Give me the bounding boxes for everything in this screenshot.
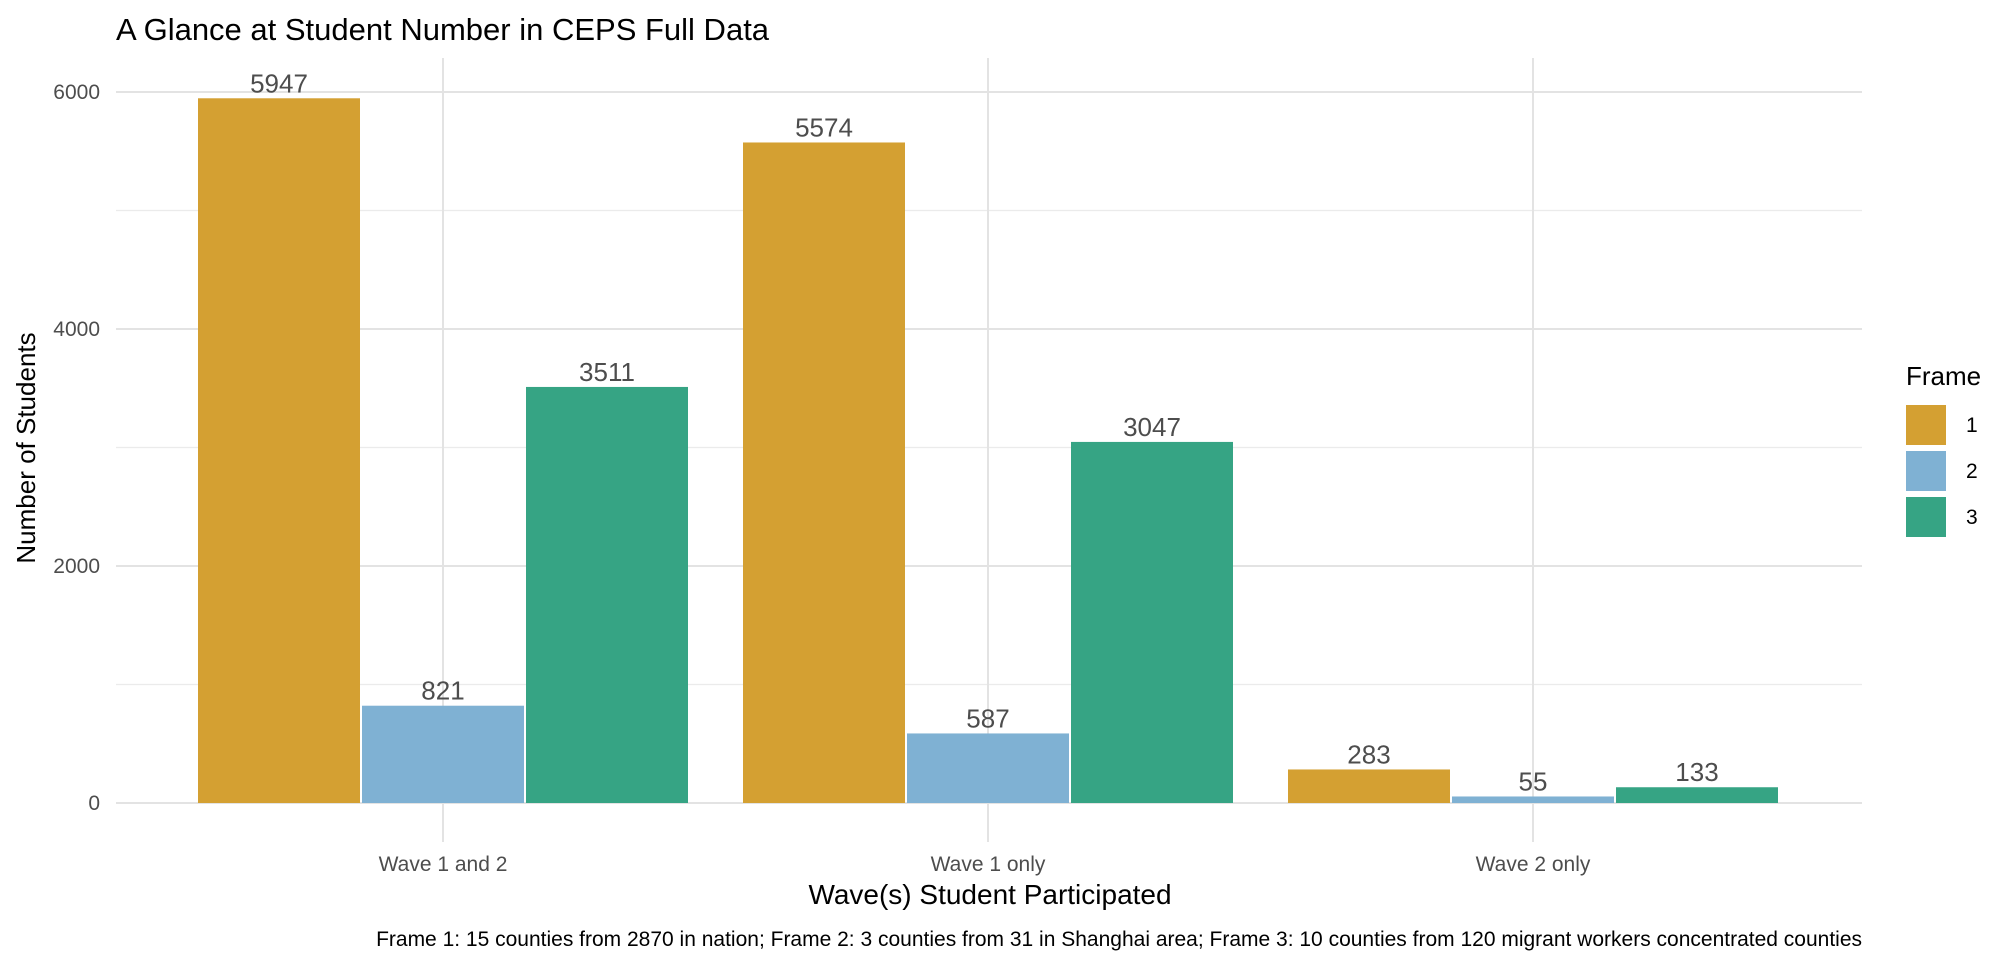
data-labels-group: 5947 821 3511 5574 587 3047 283 55 133 bbox=[250, 68, 1719, 796]
data-label: 5947 bbox=[250, 68, 308, 98]
data-label: 133 bbox=[1675, 757, 1718, 787]
bar bbox=[1288, 769, 1450, 803]
x-tick-label: Wave 1 and 2 bbox=[379, 853, 508, 876]
x-tick-label: Wave 1 only bbox=[931, 853, 1046, 876]
chart-title: A Glance at Student Number in CEPS Full … bbox=[116, 12, 770, 47]
legend-key bbox=[1906, 405, 1946, 445]
bar bbox=[362, 705, 524, 803]
data-label: 283 bbox=[1347, 739, 1390, 769]
y-tick-label: 6000 bbox=[53, 81, 100, 104]
data-label: 3047 bbox=[1123, 412, 1181, 442]
chart-caption: Frame 1: 15 counties from 2870 in nation… bbox=[376, 928, 1862, 951]
data-label: 821 bbox=[421, 676, 464, 706]
legend-label: 1 bbox=[1966, 414, 1978, 437]
data-label: 55 bbox=[1519, 766, 1548, 796]
axis-group: 0 2000 4000 6000 Wave 1 and 2 Wave 1 only Wave… bbox=[53, 81, 1591, 876]
data-label: 587 bbox=[966, 703, 1009, 733]
y-tick-label: 2000 bbox=[53, 555, 100, 578]
data-label: 5574 bbox=[795, 112, 853, 142]
bar bbox=[743, 142, 905, 803]
bar bbox=[907, 733, 1069, 803]
bar bbox=[1616, 787, 1778, 803]
legend-title: Frame bbox=[1906, 361, 1981, 391]
x-tick-label: Wave 2 only bbox=[1476, 853, 1591, 876]
bar bbox=[1071, 441, 1233, 803]
y-tick-label: 4000 bbox=[53, 318, 100, 341]
x-axis-title: Wave(s) Student Participated bbox=[808, 879, 1171, 910]
legend-key bbox=[1906, 497, 1946, 537]
bar bbox=[198, 98, 360, 803]
bars-group bbox=[198, 98, 1778, 803]
bar bbox=[1452, 796, 1614, 803]
legend-label: 2 bbox=[1966, 460, 1978, 483]
legend-key bbox=[1906, 451, 1946, 491]
y-axis-title: Number of Students bbox=[11, 332, 41, 563]
data-label: 3511 bbox=[579, 357, 635, 387]
legend: 1 2 3 bbox=[1906, 405, 1978, 537]
legend-label: 3 bbox=[1966, 506, 1978, 529]
y-tick-label: 0 bbox=[88, 792, 100, 815]
bar bbox=[526, 386, 688, 803]
